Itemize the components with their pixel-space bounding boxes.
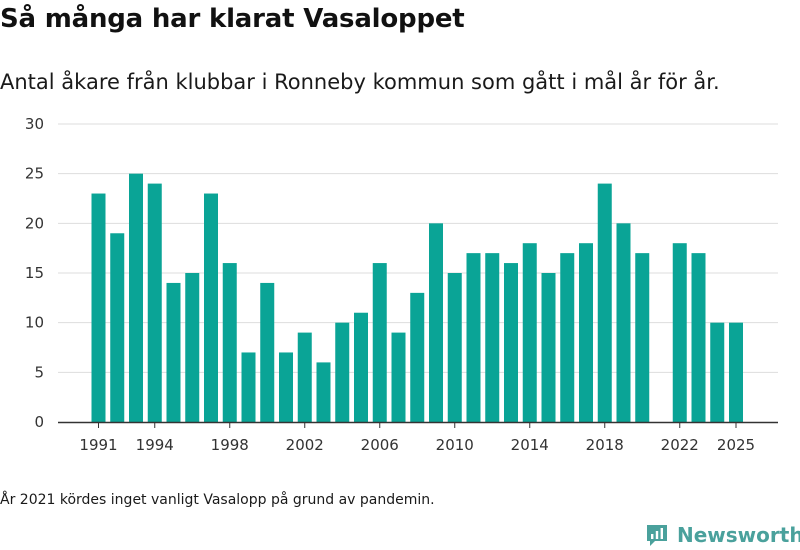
chart-subtitle: Antal åkare från klubbar i Ronneby kommu… bbox=[0, 70, 720, 94]
x-tick-label: 2022 bbox=[661, 436, 699, 454]
bar[interactable] bbox=[410, 292, 425, 422]
bar[interactable] bbox=[672, 243, 687, 422]
y-tick-label: 0 bbox=[34, 413, 44, 431]
bar[interactable] bbox=[166, 282, 181, 422]
x-tick-label: 2025 bbox=[717, 436, 755, 454]
bar[interactable] bbox=[222, 263, 237, 422]
y-tick-label: 5 bbox=[34, 363, 44, 381]
bar[interactable] bbox=[541, 273, 556, 422]
y-tick-label: 20 bbox=[25, 214, 44, 232]
bar[interactable] bbox=[635, 253, 650, 422]
bar[interactable] bbox=[616, 223, 631, 422]
bar[interactable] bbox=[447, 273, 462, 422]
newsworthy-logo-icon bbox=[647, 525, 667, 546]
x-tick-label: 2006 bbox=[361, 436, 399, 454]
footnote: År 2021 kördes inget vanligt Vasalopp på… bbox=[0, 492, 435, 508]
chart-title: Så många har klarat Vasaloppet bbox=[0, 4, 465, 34]
brand-name: Newsworthy bbox=[677, 523, 800, 547]
bar[interactable] bbox=[429, 223, 443, 422]
bar[interactable] bbox=[335, 322, 350, 422]
bar[interactable] bbox=[522, 243, 537, 422]
x-tick-label: 1991 bbox=[79, 436, 117, 454]
y-tick-label: 15 bbox=[25, 264, 44, 282]
brand-logo-group[interactable]: Newsworthy bbox=[645, 520, 800, 550]
bar[interactable] bbox=[110, 233, 125, 422]
x-tick-label: 1998 bbox=[211, 436, 249, 454]
x-tick-label: 2014 bbox=[511, 436, 549, 454]
y-axis-tick-labels: 0 5 10 15 20 25 30 bbox=[25, 115, 44, 431]
bar[interactable] bbox=[297, 332, 312, 422]
bar[interactable] bbox=[260, 282, 275, 422]
x-tick-label: 2002 bbox=[286, 436, 324, 454]
x-tick-label: 1994 bbox=[136, 436, 174, 454]
bar[interactable] bbox=[597, 183, 612, 422]
bar[interactable] bbox=[316, 362, 331, 422]
bar[interactable] bbox=[129, 173, 143, 422]
bar[interactable] bbox=[279, 352, 293, 422]
bar[interactable] bbox=[147, 183, 162, 422]
bar[interactable] bbox=[504, 263, 518, 422]
bar[interactable] bbox=[204, 193, 218, 422]
x-axis-ticks: 1991 1994 1998 2002 2006 2010 2014 2018 2022 2025 bbox=[79, 422, 755, 454]
bar[interactable] bbox=[241, 352, 256, 422]
bar[interactable] bbox=[354, 312, 368, 422]
bar[interactable] bbox=[466, 253, 481, 422]
bar[interactable] bbox=[560, 253, 575, 422]
bar[interactable] bbox=[391, 332, 406, 422]
y-tick-label: 25 bbox=[25, 165, 44, 183]
x-tick-label: 2010 bbox=[436, 436, 474, 454]
bar[interactable] bbox=[691, 253, 706, 422]
bar[interactable] bbox=[372, 263, 387, 422]
bar[interactable] bbox=[710, 322, 725, 422]
y-tick-label: 10 bbox=[25, 314, 44, 332]
bar[interactable] bbox=[579, 243, 593, 422]
bar[interactable] bbox=[485, 253, 500, 422]
x-tick-label: 2018 bbox=[586, 436, 624, 454]
bar[interactable] bbox=[729, 322, 743, 422]
bars bbox=[91, 173, 743, 422]
bar[interactable] bbox=[91, 193, 106, 422]
bar[interactable] bbox=[185, 273, 200, 422]
y-tick-label: 30 bbox=[25, 115, 44, 133]
